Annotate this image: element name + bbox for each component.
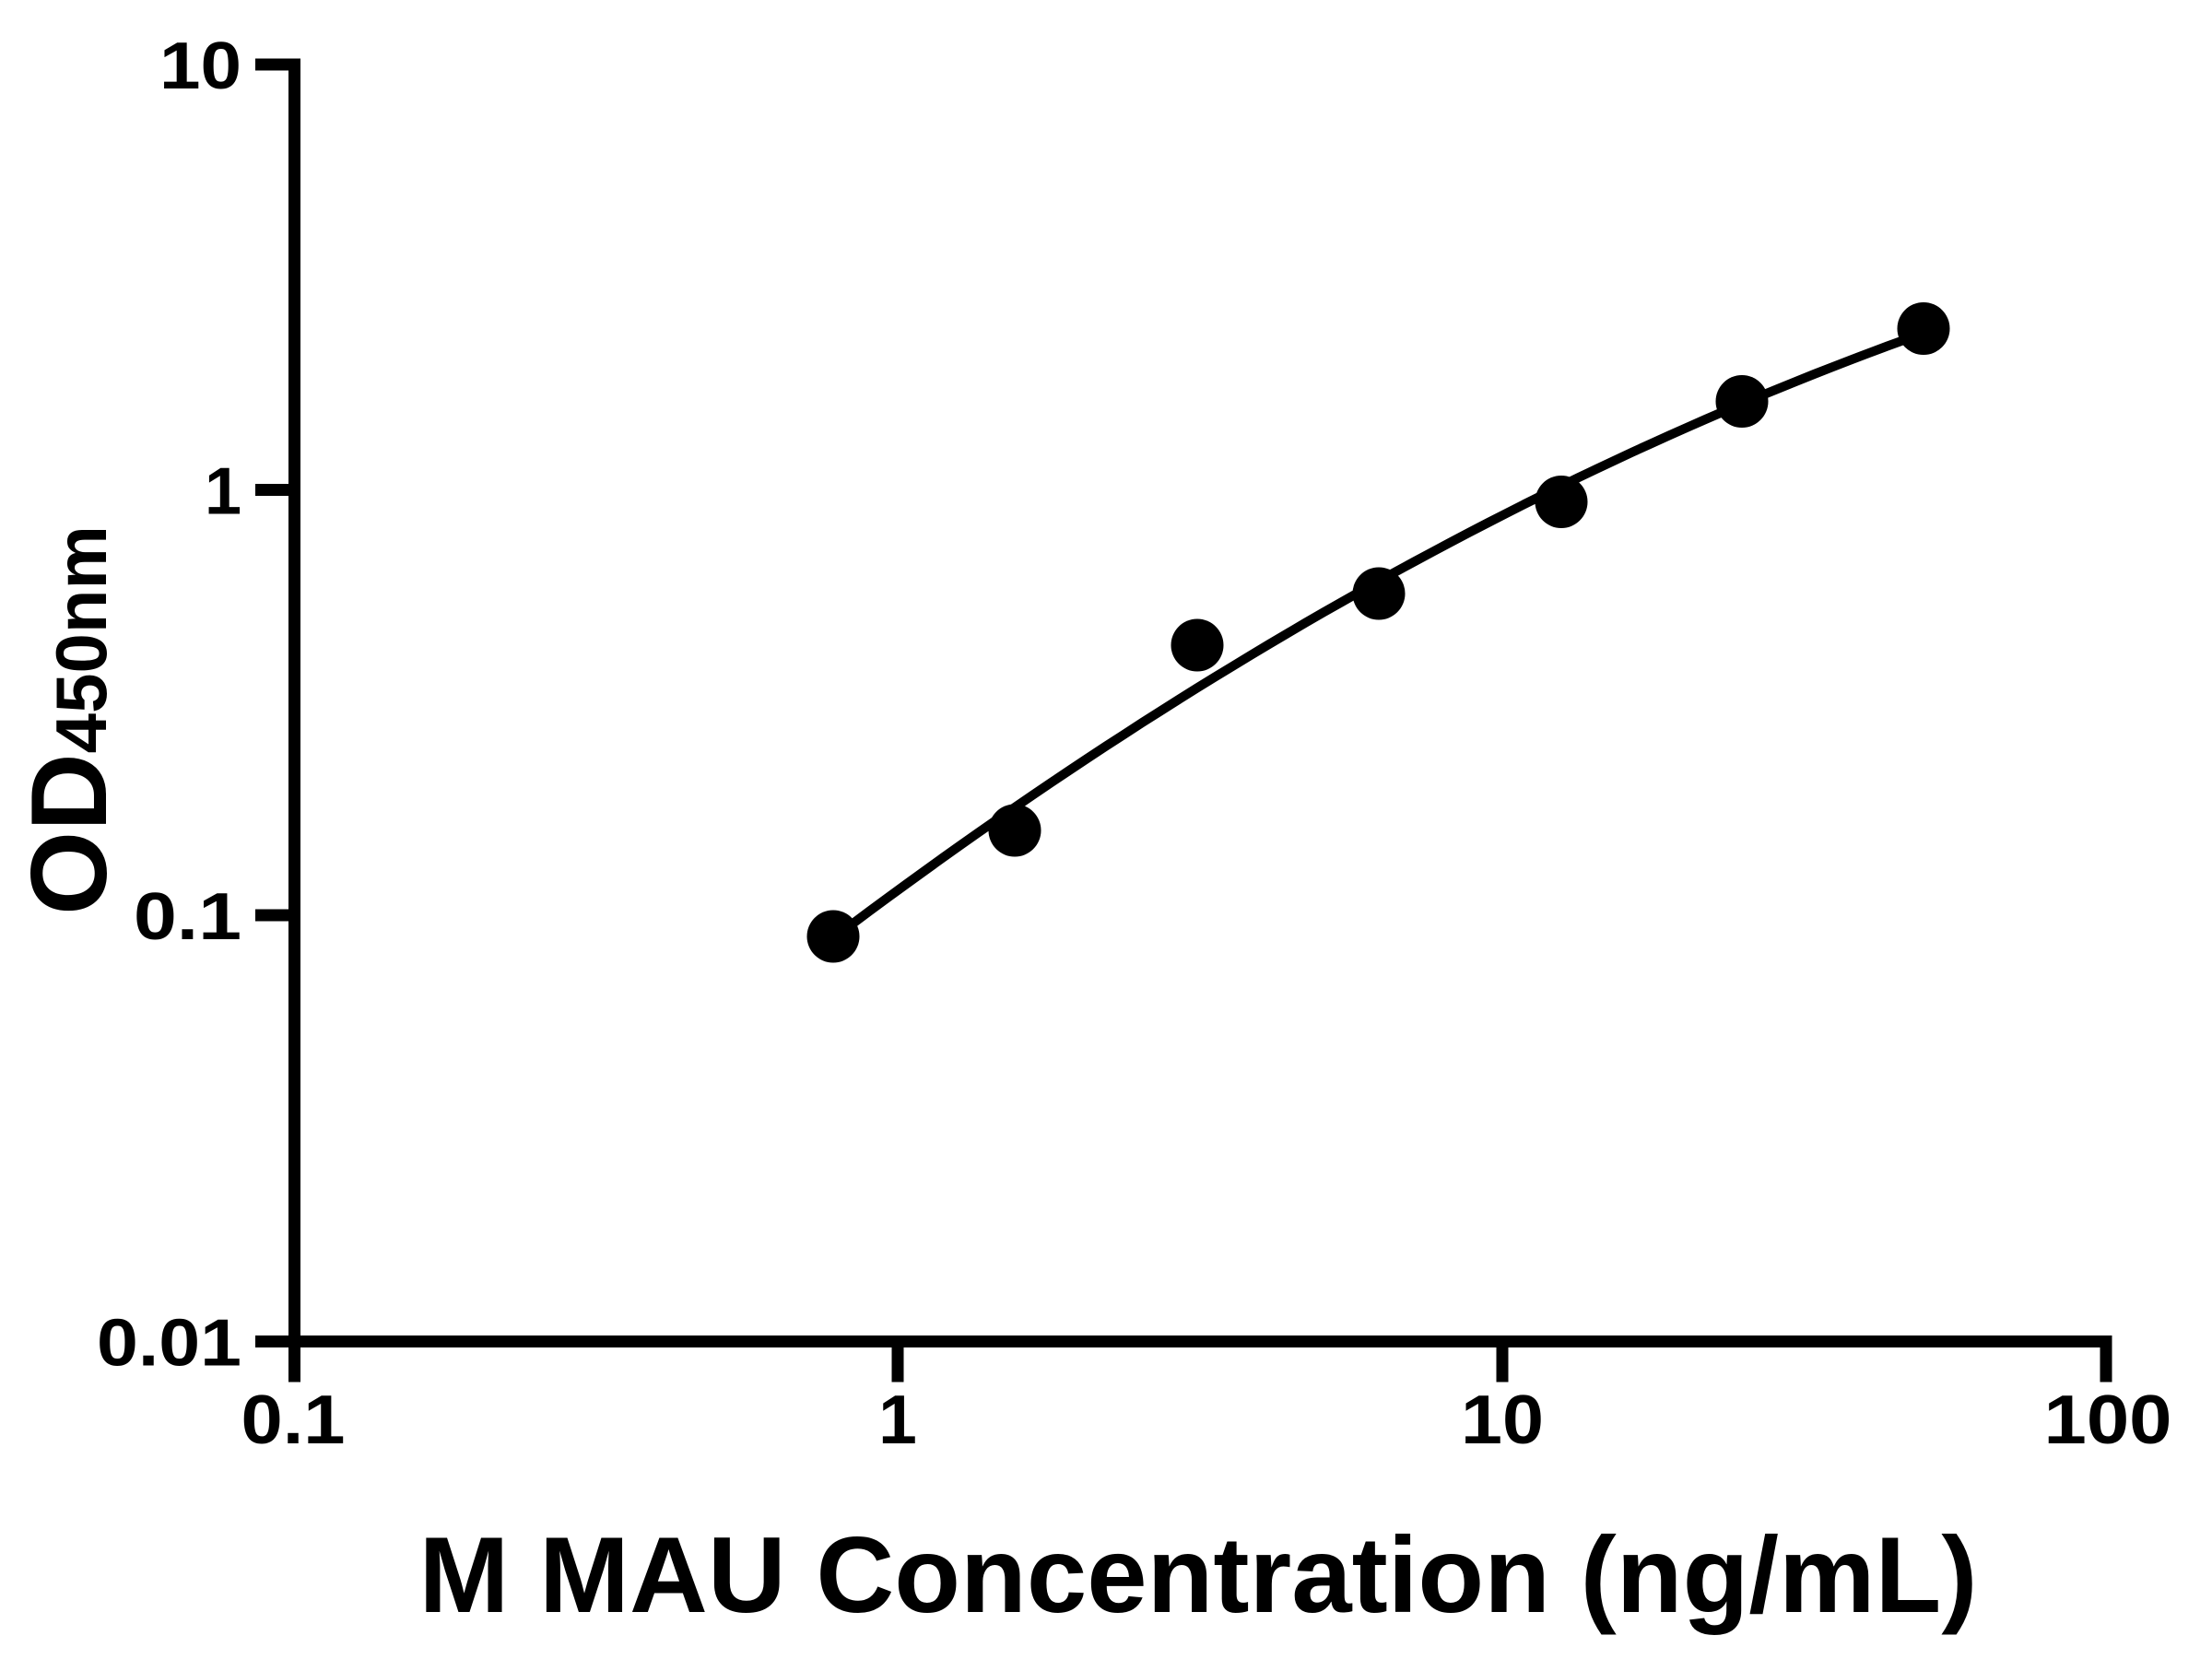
svg-text:1: 1 (878, 1381, 917, 1458)
svg-text:0.01: 0.01 (97, 1306, 241, 1380)
svg-text:M MAU Concentration (ng/mL): M MAU Concentration (ng/mL) (419, 1514, 1978, 1635)
svg-text:0.1: 0.1 (241, 1381, 346, 1458)
svg-text:1: 1 (205, 454, 241, 528)
svg-text:0.1: 0.1 (134, 880, 241, 954)
svg-text:10: 10 (1461, 1381, 1544, 1458)
svg-text:100: 100 (2044, 1381, 2172, 1458)
svg-text:10: 10 (159, 29, 241, 103)
